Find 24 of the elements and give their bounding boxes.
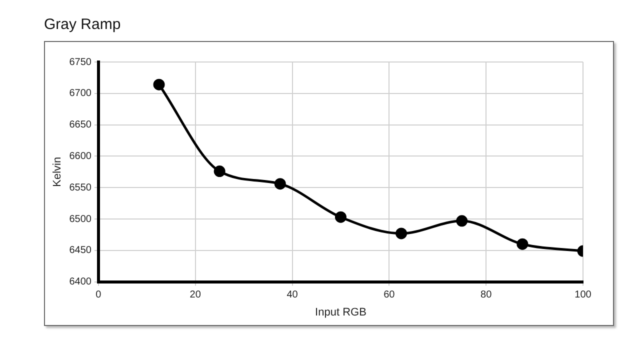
y-tick-label: 6650: [69, 120, 92, 131]
point: [214, 166, 226, 178]
y-tick-label: 6750: [69, 56, 92, 68]
point: [153, 78, 165, 90]
x-axis-title: Input RGB: [315, 306, 366, 318]
point: [274, 178, 286, 190]
y-tick-label: 6550: [69, 182, 92, 194]
x-tick-label: 0: [96, 290, 102, 301]
point: [456, 215, 468, 227]
point: [334, 211, 346, 223]
x-tick-label: 40: [286, 290, 298, 301]
x-tick-label: 20: [190, 290, 202, 301]
x-tick-label: 100: [574, 290, 592, 301]
y-tick-label: 6400: [69, 276, 92, 288]
y-tick-label: 6450: [69, 245, 92, 256]
chart-title: Gray Ramp: [44, 16, 121, 33]
y-tick-label: 6600: [69, 150, 92, 162]
x-tick-label: 80: [480, 290, 492, 301]
y-axis-title: Kelvin: [52, 156, 64, 187]
point: [396, 228, 408, 240]
point: [516, 238, 528, 250]
y-tick-label: 6500: [69, 214, 92, 225]
y-tick-label: 6700: [69, 88, 92, 100]
x-tick-label: 60: [384, 290, 396, 301]
